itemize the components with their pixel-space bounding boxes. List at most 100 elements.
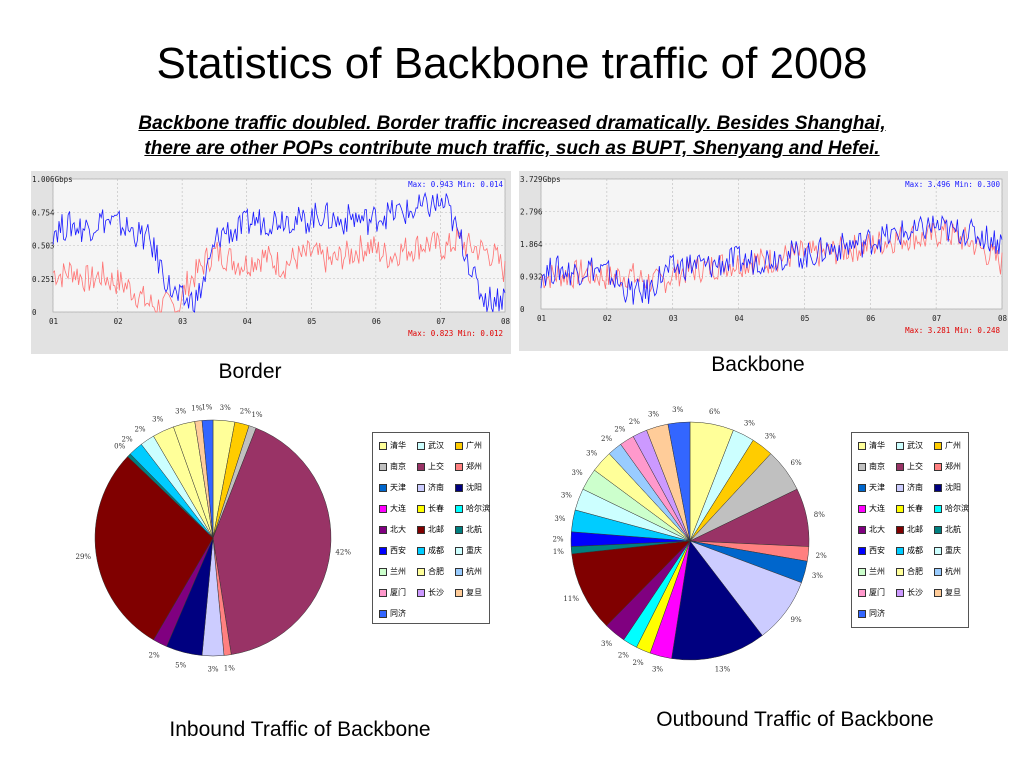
pie-percent-label: 0% [114,443,125,451]
legend-item: 上交 [417,460,455,473]
legend-swatch [417,546,425,555]
pie-percent-label: 3% [207,666,218,674]
legend-label: 长沙 [428,588,444,597]
legend-item: 北大 [379,523,417,536]
legend-label: 合肥 [428,567,444,576]
legend-swatch [417,525,425,534]
pie-percent-label: 5% [175,662,186,670]
legend-label: 成都 [907,546,923,555]
legend-swatch [379,525,387,534]
pie-percent-label: 3% [652,665,663,673]
legend-swatch [896,546,904,555]
pie-percent-label: 2% [149,652,160,660]
legend-item: 武汉 [896,439,934,452]
legend-label: 武汉 [428,441,444,450]
legend-label: 广州 [945,441,961,450]
legend-swatch [455,567,463,576]
x-tick-label: 01 [537,314,546,323]
pie-percent-label: 2% [122,436,133,444]
x-tick-label: 02 [603,314,612,323]
slide-subtitle: Backbone traffic doubled. Border traffic… [40,111,984,161]
legend-swatch [417,462,425,471]
legend-swatch [858,588,866,597]
legend-item: 沈阳 [455,481,493,494]
x-tick-label: 06 [372,317,382,326]
pie-percent-label: 3% [554,515,565,523]
pie-percent-label: 1% [191,405,202,413]
legend-label: 上交 [428,462,444,471]
traffic-series-line [540,219,1003,293]
max-min-readout-top: Max: 0.943 Min: 0.014 [408,180,503,189]
x-tick-label: 08 [501,317,511,326]
legend-swatch [896,441,904,450]
legend-item: 厦门 [858,586,896,599]
legend-item: 大连 [858,502,896,515]
legend-label: 同济 [869,609,885,618]
x-tick-label: 03 [669,314,678,323]
outbound-legend: 清华 武汉 广州 南京 上交 郑州 天津 济南 沈阳 大连 长春 哈尔滨 北大 北邮 北航 西安 成都 重庆 兰州 合… [851,432,969,628]
x-tick-label: 08 [998,314,1008,323]
legend-swatch [455,462,463,471]
pie-percent-label: 2% [134,426,145,434]
legend-swatch [455,525,463,534]
y-tick-label: 1.006Gbps [32,175,73,184]
legend-swatch [896,525,904,534]
legend-swatch [455,504,463,513]
border-traffic-panel: 1.006Gbps 0.754 0.503 0.251 0 01 02 03 04 05 06 07 0… [31,171,511,354]
legend-item: 兰州 [379,565,417,578]
legend-swatch [934,483,942,492]
x-tick-label: 05 [800,314,809,323]
y-tick-label: 1.864 [520,240,543,249]
legend-label: 长春 [907,504,923,513]
backbone-traffic-chart: 3.729Gbps 2.796 1.864 0.932 0 01 02 03 04 05 06 07 0… [520,175,1008,335]
legend-swatch [417,588,425,597]
legend-label: 北大 [869,525,885,534]
legend-label: 郑州 [466,462,482,471]
legend-swatch [858,525,866,534]
pie-percent-label: 29% [76,553,92,561]
legend-item: 沈阳 [934,481,972,494]
legend-label: 厦门 [390,588,406,597]
legend-swatch [858,462,866,471]
legend-item: 成都 [417,544,455,557]
legend-label: 清华 [869,441,885,450]
legend-swatch [379,483,387,492]
pie-percent-label: 2% [614,426,625,434]
legend-swatch [896,462,904,471]
legend-label: 长沙 [907,588,923,597]
legend-swatch [379,588,387,597]
legend-label: 合肥 [907,567,923,576]
x-tick-label: 04 [243,317,253,326]
y-tick-label: 3.729Gbps [520,175,561,184]
legend-swatch [455,483,463,492]
legend-label: 北大 [390,525,406,534]
legend-label: 哈尔滨 [945,504,969,513]
slide-title: Statistics of Backbone traffic of 2008 [156,39,868,88]
outbound-pie-chart: 6%3%3%6%8%2%3%9%13%3%2%2%3%11%1%2%3%3%3%… [552,406,827,673]
legend-swatch [858,504,866,513]
pie-percent-label: 3% [648,411,659,419]
legend-item: 济南 [417,481,455,494]
max-min-readout-bottom: Max: 0.823 Min: 0.012 [408,329,503,338]
pie-percent-label: 11% [563,595,579,603]
legend-swatch [379,609,387,618]
legend-label: 清华 [390,441,406,450]
pie-percent-label: 1% [553,548,564,556]
legend-item: 南京 [858,460,896,473]
legend-item: 北航 [455,523,493,536]
legend-item: 郑州 [455,460,493,473]
pie-slice [201,419,214,539]
pie-slice [94,456,214,641]
legend-label: 大连 [390,504,406,513]
legend-swatch [417,441,425,450]
legend-label: 兰州 [390,567,406,576]
legend-swatch [455,441,463,450]
legend-label: 大连 [869,504,885,513]
inbound-legend: 清华 武汉 广州 南京 上交 郑州 天津 济南 沈阳 大连 长春 哈尔滨 北大 北邮 北航 西安 成都 重庆 兰州 合… [372,432,490,624]
x-tick-label: 06 [866,314,876,323]
legend-label: 北航 [945,525,961,534]
pie-percent-label: 13% [715,665,731,673]
legend-swatch [934,441,942,450]
legend-swatch [379,546,387,555]
x-tick-label: 07 [932,314,941,323]
